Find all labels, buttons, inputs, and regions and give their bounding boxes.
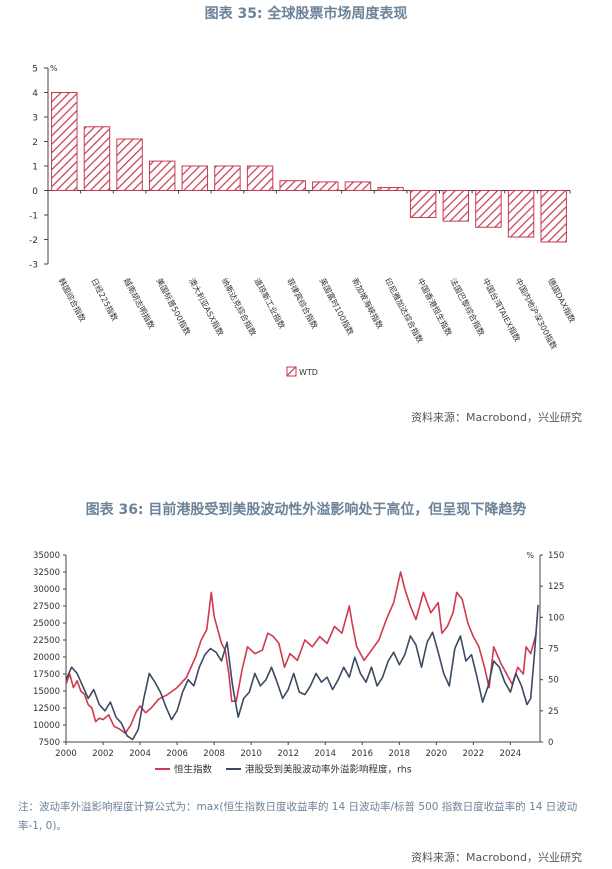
left-tick-label: 12500 — [33, 704, 60, 714]
bar — [540, 190, 567, 243]
series-line-hsi — [65, 571, 538, 735]
bar — [148, 160, 176, 192]
y-tick-label: 1 — [32, 163, 38, 173]
bar — [214, 165, 241, 191]
x-tick-label: 2012 — [277, 749, 299, 759]
left-tick-label: 25000 — [33, 619, 60, 629]
x-tick-label: 2002 — [92, 749, 114, 759]
y-tick-label: 5 — [32, 65, 38, 75]
x-tick-label: 2024 — [500, 749, 522, 759]
bar — [116, 138, 143, 192]
x-tick-label: 2020 — [425, 749, 447, 759]
x-tick-label: 2010 — [240, 749, 262, 759]
chart2-note: 注：波动率外溢影响程度计算公式为：max(恒生指数日度收益率的 14 日波动率/… — [18, 801, 578, 832]
bar — [344, 181, 372, 192]
x-tick-label: 2008 — [203, 749, 225, 759]
left-tick-label: 10000 — [33, 721, 60, 731]
chart1-source: 资料来源：Macrobond，兴业研究 — [411, 411, 582, 424]
bar — [409, 190, 437, 218]
right-tick-label: 75 — [548, 645, 559, 655]
bar — [507, 190, 535, 238]
left-tick-label: 22500 — [33, 636, 60, 646]
chart2-title: 图表 36: 目前港股受到美股波动性外溢影响处于高位，但呈现下降趋势 — [85, 502, 527, 518]
x-tick-label: 2000 — [55, 749, 77, 759]
x-tick-label: 2018 — [388, 749, 410, 759]
right-tick-label: 100 — [548, 613, 564, 623]
bar — [442, 190, 470, 222]
bar — [83, 126, 111, 192]
left-tick-label: 35000 — [33, 551, 60, 561]
y-tick-label: -2 — [29, 236, 38, 246]
legend-label-hsi: 恒生指数 — [174, 764, 213, 776]
left-tick-label: 7500 — [38, 738, 60, 748]
y-tick-label: 0 — [32, 187, 38, 197]
y-tick-label: 4 — [32, 89, 38, 99]
legend-swatch — [286, 366, 297, 377]
bar — [51, 92, 78, 191]
x-tick-label: 2004 — [129, 749, 151, 759]
right-tick-label: 150 — [548, 551, 564, 561]
bar — [279, 180, 306, 191]
right-tick-label: 25 — [548, 707, 559, 717]
bar — [246, 165, 274, 191]
bar — [312, 181, 339, 192]
y-tick-label: -1 — [29, 212, 38, 222]
chart2-hsi-volatility-spillover: 7500100001250015000175002000022500250002… — [33, 551, 564, 776]
series-line-spillover — [65, 604, 539, 741]
x-tick-label: 2014 — [314, 749, 336, 759]
x-tick-label: 2016 — [351, 749, 373, 759]
right-tick-label: 125 — [548, 582, 564, 592]
left-tick-label: 17500 — [33, 670, 60, 680]
legend-label-spillover: 港股受到美股波动率外溢影响程度，rhs — [245, 764, 412, 776]
right-tick-label: 50 — [548, 676, 559, 686]
left-tick-label: 27500 — [33, 602, 60, 612]
y-unit-label: % — [50, 64, 58, 73]
left-tick-label: 30000 — [33, 585, 60, 595]
right-tick-label: 0 — [548, 738, 553, 748]
bar — [377, 187, 404, 191]
chart2-source: 资料来源：Macrobond，兴业研究 — [411, 851, 582, 864]
bar — [181, 165, 209, 191]
left-tick-label: 20000 — [33, 653, 60, 663]
chart1-title: 图表 35: 全球股票市场周度表现 — [204, 6, 408, 22]
left-tick-label: 15000 — [33, 687, 60, 697]
x-tick-label: 2022 — [463, 749, 485, 759]
left-tick-label: 32500 — [33, 568, 60, 578]
x-tick-label: 2006 — [166, 749, 188, 759]
y-tick-label: -3 — [29, 261, 38, 271]
legend-label: WTD — [299, 368, 318, 377]
y-tick-label: 3 — [32, 114, 38, 124]
bar — [475, 190, 502, 228]
right-axis-unit: % — [526, 551, 534, 560]
y-tick-label: 2 — [32, 138, 38, 148]
